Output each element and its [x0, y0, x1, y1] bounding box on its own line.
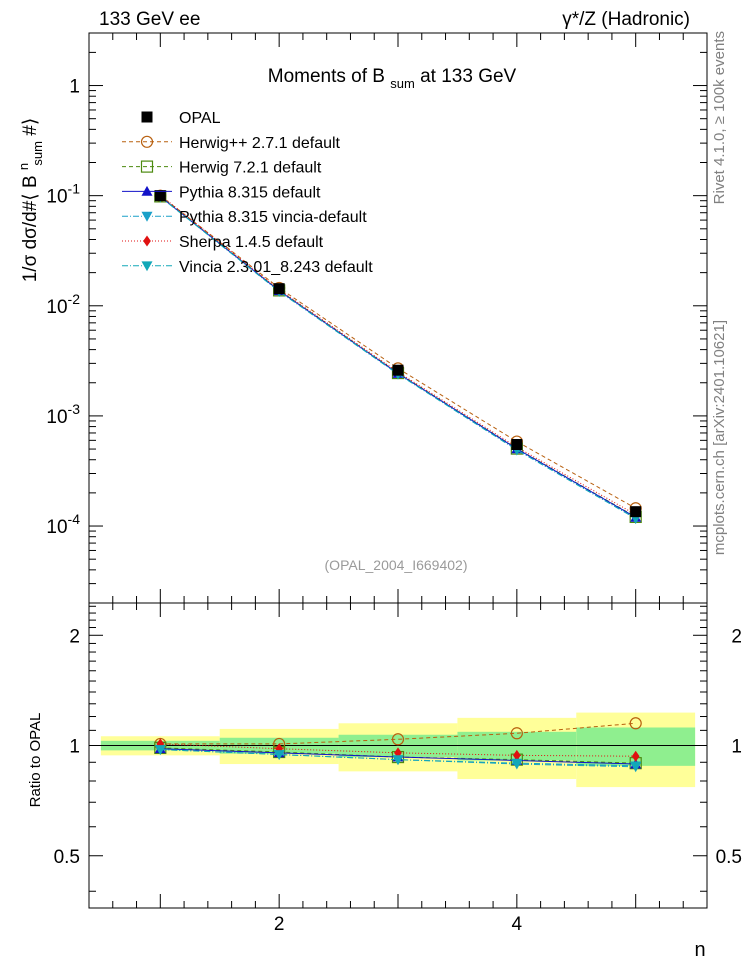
y-tick-label: 1 — [69, 77, 80, 98]
y-tick-exponent: -2 — [68, 291, 81, 307]
ratio-series-marker — [629, 717, 642, 730]
ratio-y-tick-label-left: 0.5 — [54, 847, 80, 868]
legend: OPAL Herwig++ 2.7.1 default Herwig 7.2.1 d… — [122, 110, 373, 276]
rivet-label-text: Rivet 4.1.0, ≥ 100k events — [711, 31, 728, 204]
ratio-series-marker — [275, 743, 284, 755]
ratio-series-marker — [512, 749, 521, 761]
legend-marker — [141, 261, 153, 272]
x-tick-label: 2 — [274, 914, 285, 935]
y-tick-label: 10-4 — [46, 511, 80, 538]
data-point — [273, 283, 285, 295]
tick-labels: 2 410-410-310-210-110.5 0.51 12 2 — [46, 77, 742, 935]
legend-label: Pythia 8.315 default — [179, 184, 321, 201]
ratio-axis-label: Ratio to OPAL — [27, 713, 44, 808]
y-axis-label-text: 1/σ dσ/d#⟨ B n sum #⟩ — [12, 118, 47, 283]
ratio-series-line — [160, 747, 636, 764]
analysis-tag: (OPAL_2004_I669402) — [325, 557, 468, 573]
y-axis-label-sup: n — [16, 163, 31, 170]
ratio-y-tick-label-right: 0.5 — [716, 847, 742, 868]
chart-title-main: Moments of B — [268, 66, 385, 87]
ratio-y-tick-label-right: 2 — [731, 626, 742, 647]
ratio-series-marker — [391, 733, 405, 746]
rivet-label: Rivet 4.1.0, ≥ 100k events — [711, 31, 728, 204]
y-axis-label-sub: sum — [30, 141, 45, 166]
data-point — [392, 364, 404, 376]
y-tick-exponent: -1 — [68, 181, 81, 197]
series-line — [160, 195, 636, 509]
y-tick-base: 10 — [46, 407, 67, 428]
legend-marker — [143, 235, 151, 247]
y-axis-label-pre: 1/σ dσ/d#⟨ B — [20, 175, 41, 282]
legend-label: Herwig++ 2.7.1 default — [179, 135, 341, 152]
data-point — [511, 438, 523, 450]
y-tick-label: 10-2 — [46, 291, 80, 318]
series-line — [159, 196, 636, 519]
chart-title-sub: sum — [390, 76, 415, 91]
ratio-series-group — [154, 717, 642, 773]
legend-label: Herwig 7.2.1 default — [179, 160, 322, 177]
y-tick-base: 10 — [46, 187, 67, 208]
ratio-series-marker — [631, 750, 640, 762]
chart-title-tail: at 133 GeV — [420, 66, 516, 87]
y-tick-base: 10 — [46, 297, 67, 318]
ratio-series-marker — [154, 745, 166, 756]
mcplots-label: mcplots.cern.ch [arXiv:2401.10621] — [711, 320, 728, 555]
legend-marker — [141, 185, 153, 196]
y-tick-label: 10-1 — [46, 181, 80, 208]
mcplots-label-text: mcplots.cern.ch [arXiv:2401.10621] — [711, 320, 728, 555]
ratio-axis-label-text: Ratio to OPAL — [27, 713, 44, 808]
main-series-group — [154, 189, 642, 525]
legend-marker — [141, 111, 153, 123]
y-axis-label: 1/σ dσ/d#⟨ B n sum #⟩ — [12, 118, 47, 283]
y-tick-base: 10 — [46, 517, 67, 538]
y-axis-label-post: #⟩ — [20, 118, 41, 136]
legend-marker — [140, 135, 154, 148]
x-axis-label: n — [694, 939, 705, 961]
ratio-series-marker — [392, 755, 404, 766]
ratio-series-line — [160, 722, 636, 745]
legend-marker — [141, 211, 153, 222]
y-tick-exponent: -4 — [68, 511, 81, 527]
legend-label: Vincia 2.3.01_8.243 default — [179, 259, 373, 276]
header-right: γ*/Z (Hadronic) — [562, 9, 690, 30]
axis-ticks — [89, 32, 707, 908]
data-point — [630, 506, 642, 518]
ratio-series-marker — [273, 750, 285, 761]
ratio-series-marker — [511, 758, 523, 769]
ratio-y-tick-label-left: 1 — [69, 737, 80, 758]
y-tick-exponent: -3 — [68, 401, 81, 417]
ratio-series-marker — [510, 727, 523, 740]
legend-marker — [140, 160, 154, 173]
ratio-y-tick-label-left: 2 — [69, 626, 80, 647]
legend-label: Pythia 8.315 vincia-default — [179, 209, 367, 226]
ratio-series-marker — [630, 761, 642, 772]
chart-title: Moments of B sum at 133 GeV — [268, 66, 517, 93]
ratio-series-line — [160, 749, 636, 767]
header-left: 133 GeV ee — [99, 9, 200, 30]
data-point — [154, 190, 166, 202]
x-tick-label: 4 — [512, 914, 523, 935]
ratio-y-tick-label-right: 1 — [731, 737, 742, 758]
y-tick-label: 10-3 — [46, 401, 80, 428]
legend-label: OPAL — [179, 110, 221, 127]
legend-label: Sherpa 1.4.5 default — [179, 234, 324, 251]
